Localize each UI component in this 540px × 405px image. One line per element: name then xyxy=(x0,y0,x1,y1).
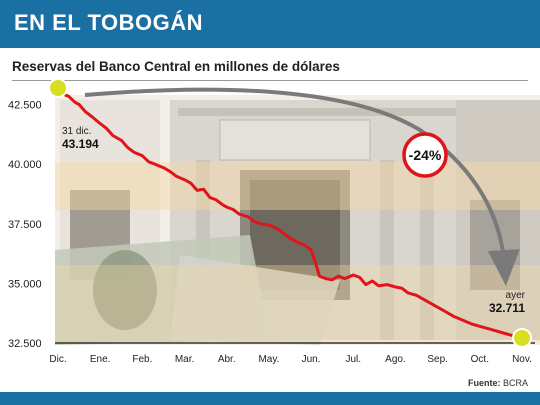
x-tick-label: Mar. xyxy=(175,354,194,365)
source-value: BCRA xyxy=(502,378,528,388)
chart-title: Reservas del Banco Central en millones d… xyxy=(12,59,340,74)
background-photo xyxy=(55,95,540,345)
x-tick-label: Dic. xyxy=(49,354,66,365)
x-tick-label: Jun. xyxy=(302,354,321,365)
change-badge-label: -24% xyxy=(409,147,442,163)
source-note: Fuente: BCRA xyxy=(468,378,528,388)
change-badge: -24% xyxy=(402,132,448,178)
x-tick-label: Sep. xyxy=(427,354,448,365)
y-tick-label: 42.500 xyxy=(8,100,42,112)
start-marker xyxy=(48,77,68,98)
start-value-label: 43.194 xyxy=(62,137,99,151)
x-tick-label: Oct. xyxy=(471,354,489,365)
x-tick-label: Abr. xyxy=(218,354,236,365)
header-bar: EN EL TOBOGÁN xyxy=(0,0,540,48)
title-divider xyxy=(12,80,528,81)
end-date-label: ayer xyxy=(506,290,526,301)
source-label: Fuente: xyxy=(467,378,501,388)
y-tick-label: 32.500 xyxy=(8,338,42,350)
x-tick-label: Ago. xyxy=(385,354,406,365)
end-marker xyxy=(512,327,532,348)
x-tick-label: Ene. xyxy=(90,354,111,365)
y-axis: 42.500 40.000 37.500 35.000 32.500 xyxy=(8,100,42,350)
x-tick-label: Nov. xyxy=(512,354,532,365)
x-tick-label: May. xyxy=(258,354,279,365)
x-tick-label: Jul. xyxy=(345,354,361,365)
trend-arrow xyxy=(84,87,520,286)
y-tick-label: 35.000 xyxy=(8,278,42,290)
y-tick-label: 40.000 xyxy=(8,159,42,171)
end-value-label: 32.711 xyxy=(489,301,525,315)
series-line-reservas xyxy=(56,87,523,340)
footer-bar xyxy=(0,392,540,405)
page-title: EN EL TOBOGÁN xyxy=(14,10,204,35)
y-tick-label: 37.500 xyxy=(8,219,42,231)
start-date-label: 31 dic. xyxy=(62,126,91,137)
x-tick-label: Feb. xyxy=(132,354,152,365)
x-axis: Dic. Ene. Feb. Mar. Abr. May. Jun. Jul. Ago. Sep.… xyxy=(49,354,532,365)
